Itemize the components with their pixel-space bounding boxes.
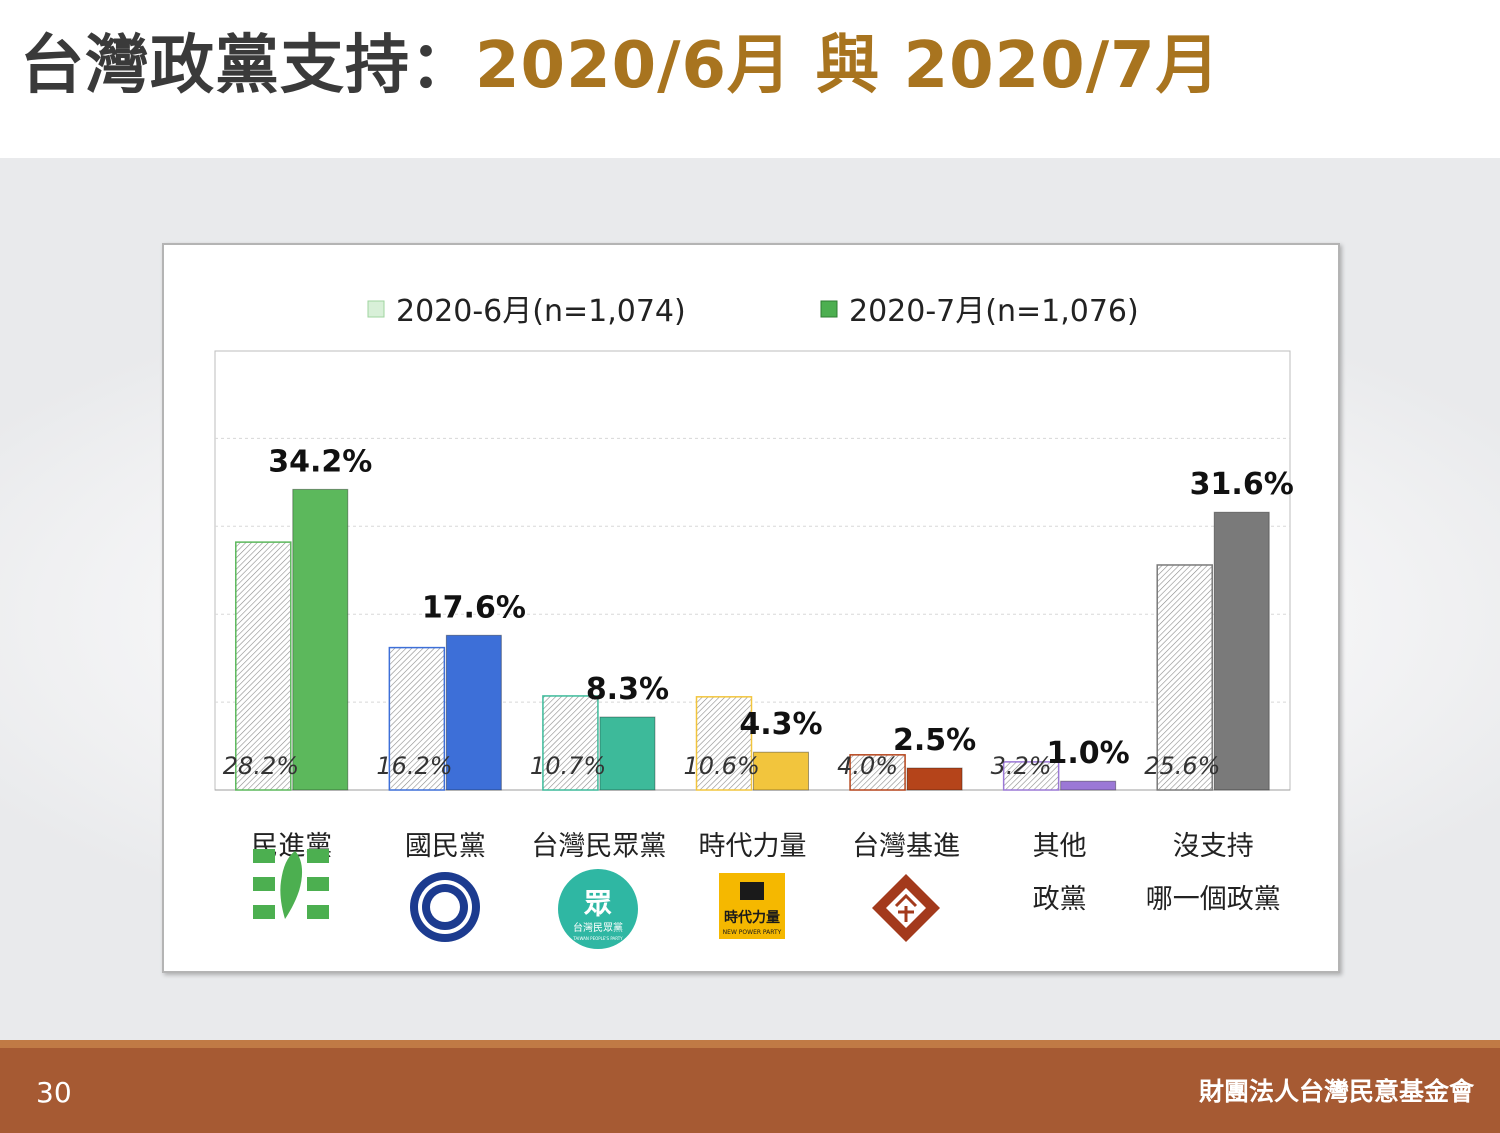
legend-label-june: 2020-6月(n=1,074): [396, 294, 686, 329]
bar-june-fill: [542, 695, 599, 791]
bar-june-fill: [388, 646, 446, 791]
footer-bar: 30 財團法人台灣民意基金會: [0, 1040, 1500, 1133]
bar-june-fill: [1002, 761, 1060, 791]
bar-label-june: 10.7%: [530, 752, 606, 780]
bar-label-june: 25.6%: [1144, 752, 1220, 780]
bar-june-fill: [695, 696, 753, 791]
bar-label-june: 16.2%: [376, 752, 452, 780]
bar-label-june: 10.6%: [684, 752, 760, 780]
bar-label-july: 31.6%: [1190, 467, 1294, 502]
tpp-logo-sub: TAIWAN PEOPLE'S PARTY: [572, 936, 623, 941]
npp-square-logo: 時代力量 NEW POWER PARTY: [719, 873, 785, 939]
kmt-emblem-logo: [410, 872, 480, 942]
bar-july: [445, 634, 502, 791]
x-tick-label: 台灣民眾黨: [531, 831, 666, 862]
bar-july: [1213, 511, 1270, 791]
legend-label-july: 2020-7月(n=1,076): [849, 294, 1139, 329]
x-tick-label: 政黨: [1033, 884, 1087, 915]
organization-name: 財團法人台灣民意基金會: [1198, 1077, 1474, 1106]
bar-label-june: 4.0%: [837, 752, 898, 780]
npp-logo-text: 時代力量: [724, 909, 780, 926]
bar-july: [292, 488, 349, 791]
x-tick-label: 沒支持: [1173, 831, 1254, 862]
x-tick-label: 時代力量: [699, 831, 807, 862]
bar-june: [1002, 761, 1060, 791]
bar-labels: 28.2% 34.2% 16.2% 17.6% 10.7% 8.3% 10.6% 4.3% 4.…: [223, 444, 1294, 780]
tpp-circle-logo: 眾 台灣民眾黨 TAIWAN PEOPLE'S PARTY: [558, 869, 638, 949]
dpp-flag-logo: [253, 849, 329, 919]
bar-july: [753, 751, 809, 791]
bar-june: [849, 754, 906, 791]
bar-chart: 2020-6月(n=1,074) 2020-7月(n=1,076) 28.2% 3…: [214, 294, 1294, 949]
bar-june: [235, 541, 292, 791]
chart-legend: 2020-6月(n=1,074) 2020-7月(n=1,076): [367, 294, 1139, 329]
bar-june-fill: [1156, 564, 1213, 791]
title-accent: 2020/6月 與 2020/7月: [475, 29, 1221, 103]
party-logos: 眾 台灣民眾黨 TAIWAN PEOPLE'S PARTY 時代力量 NEW P…: [253, 849, 940, 949]
legend-swatch-june: [367, 300, 385, 318]
bar-label-july: 2.5%: [893, 723, 976, 758]
bar-june: [1156, 564, 1213, 791]
bar-june-fill: [849, 754, 906, 791]
x-tick-label: 哪一個政黨: [1146, 884, 1281, 915]
bar-label-july: 1.0%: [1047, 736, 1130, 771]
bar-label-june: 3.2%: [991, 752, 1052, 780]
x-tick-label: 台灣基進: [852, 831, 960, 862]
bar-june: [388, 646, 446, 791]
bar-july: [1060, 780, 1117, 791]
npp-logo-sub: NEW POWER PARTY: [723, 929, 782, 936]
tpp-logo-char: 眾: [583, 887, 612, 920]
tsp-diamond-logo: [872, 874, 940, 942]
bar-june: [542, 695, 599, 791]
bar-label-july: 8.3%: [586, 672, 669, 707]
legend-swatch-july: [820, 300, 838, 318]
x-tick-label: 國民黨: [405, 831, 486, 862]
bar-label-july: 17.6%: [422, 590, 526, 625]
bar-june: [695, 696, 753, 791]
chart-panel: 2020-6月(n=1,074) 2020-7月(n=1,076) 28.2% 3…: [162, 243, 1340, 973]
slide-title: 台灣政黨支持：2020/6月 與 2020/7月: [20, 34, 1221, 98]
bar-july: [599, 716, 656, 791]
bar-june-fill: [235, 541, 292, 791]
title-main: 台灣政黨支持：: [20, 29, 475, 103]
page-number: 30: [36, 1076, 72, 1109]
bar-label-july: 4.3%: [739, 707, 822, 742]
bar-july: [906, 767, 963, 791]
tpp-logo-text: 台灣民眾黨: [573, 921, 623, 934]
bars: [235, 488, 1270, 791]
bar-label-july: 34.2%: [268, 444, 372, 479]
bar-label-june: 28.2%: [223, 752, 299, 780]
x-tick-label: 其他: [1033, 831, 1087, 862]
